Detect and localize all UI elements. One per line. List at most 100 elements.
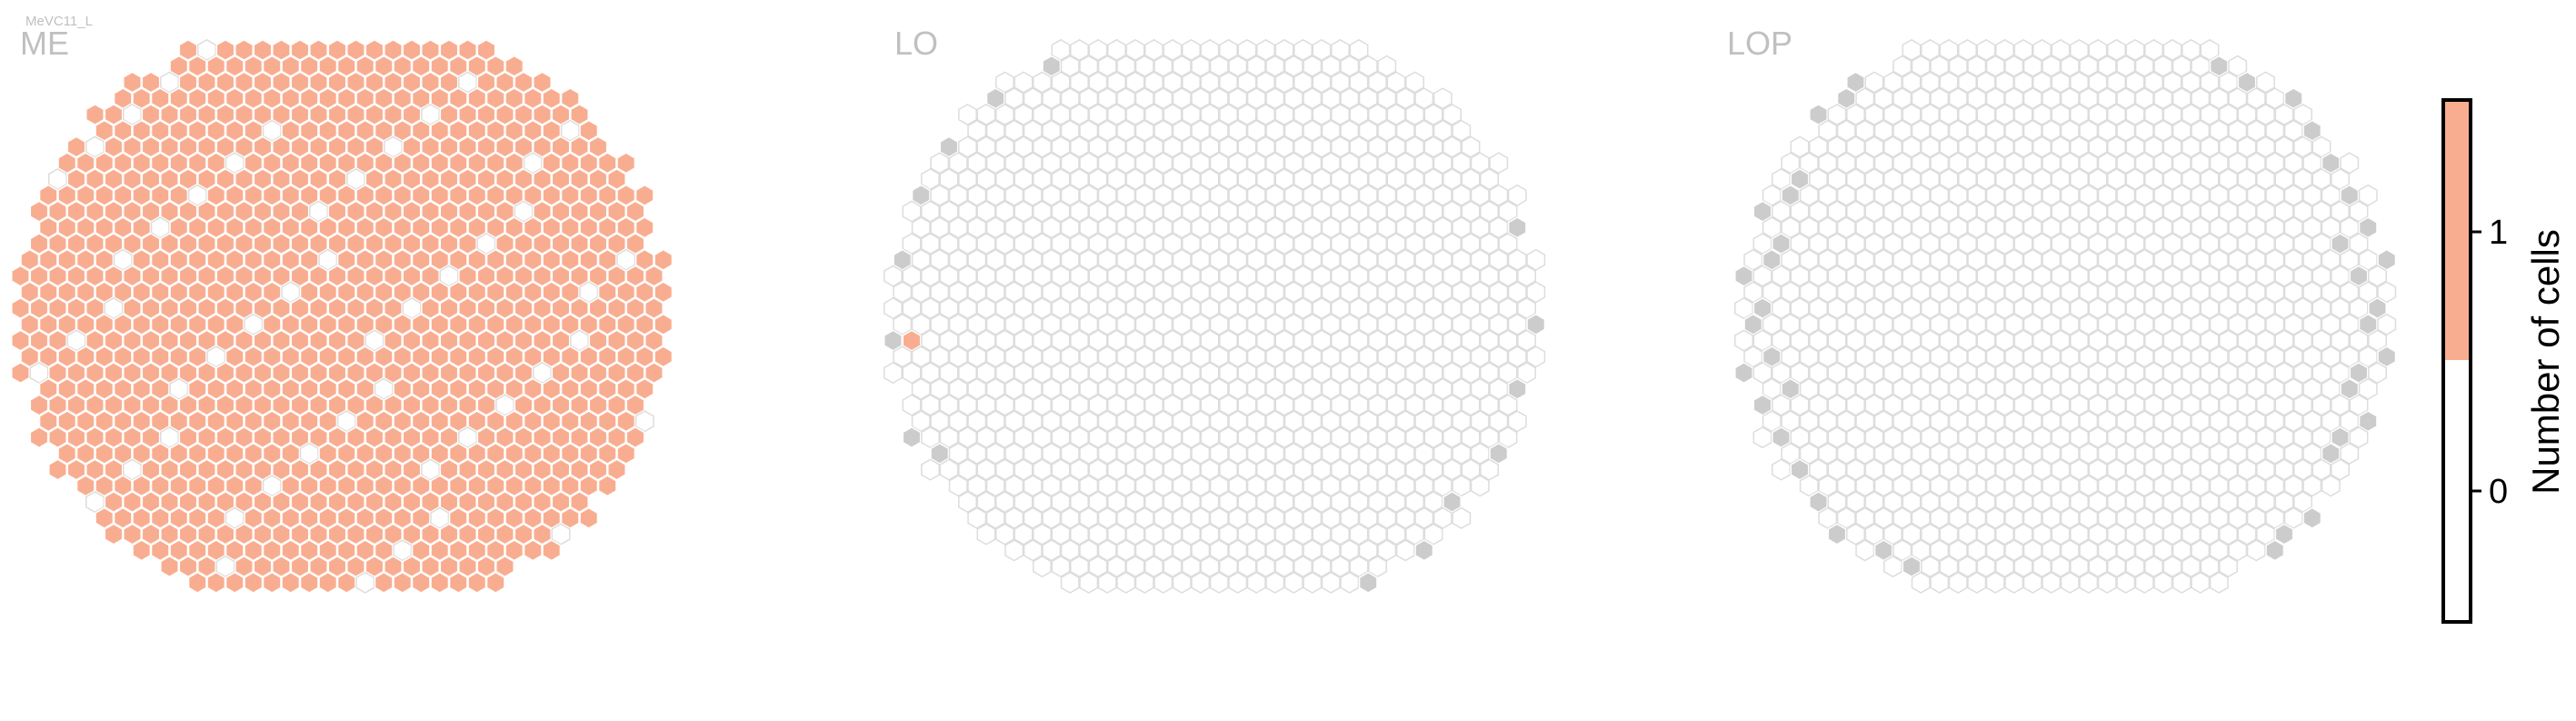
hex-cell (178, 523, 198, 546)
hex-cell (1368, 458, 1387, 481)
hex-cell (355, 248, 375, 271)
hex-cell (2153, 539, 2173, 562)
hex-cell (1228, 475, 1248, 497)
hex-cell (2191, 216, 2211, 239)
hex-cell (625, 394, 645, 416)
hex-cell (2246, 184, 2266, 206)
hex-cell (1781, 442, 1801, 465)
hex-cell (588, 394, 608, 416)
hex-cell (893, 313, 913, 335)
hex-cell (2153, 442, 2173, 465)
hex-cell (2209, 571, 2229, 594)
hex-cell (2153, 377, 2173, 400)
hex-cell (1939, 232, 1959, 255)
hex-cell (1911, 248, 1931, 271)
hex-cell (1107, 361, 1126, 385)
hex-cell (1958, 523, 1977, 546)
hex-cell (1902, 329, 1922, 352)
hex-cell (2209, 377, 2229, 400)
hex-cell (1321, 55, 1341, 77)
hex-cell (57, 152, 77, 175)
hex-cell (2070, 458, 2089, 481)
hex-cell (2097, 313, 2117, 335)
hex-cell (2340, 152, 2360, 175)
hex-cell (1864, 296, 1884, 320)
hex-cell (1864, 265, 1884, 287)
hex-cell (2209, 87, 2229, 110)
hex-cell (346, 38, 365, 62)
hex-cell (2042, 281, 2062, 304)
hex-cell (2200, 329, 2220, 352)
hex-cell (976, 394, 996, 416)
hex-cell (1386, 458, 1406, 481)
hex-cell (1265, 506, 1285, 529)
hex-cell (458, 71, 477, 94)
hex-cell (533, 361, 552, 385)
hex-cell (625, 200, 645, 223)
hex-cell (309, 200, 328, 223)
hex-cell (1079, 55, 1099, 77)
hex-cell (1004, 119, 1024, 142)
hex-cell (1883, 232, 1902, 255)
hex-cell (2013, 167, 2033, 191)
hex-cell (299, 216, 319, 239)
hex-cell (235, 167, 254, 191)
hex-cell (2228, 377, 2248, 400)
hex-cell (2302, 345, 2322, 368)
hex-cell (1967, 345, 1987, 368)
hex-cell (1144, 135, 1163, 158)
hex-cell (1321, 152, 1341, 175)
hex-cell (1911, 55, 1931, 77)
hex-cell (1772, 329, 1791, 352)
hex-cell (327, 361, 347, 385)
hex-cell (476, 426, 496, 449)
hex-cell (393, 313, 413, 335)
hex-cell (57, 410, 77, 433)
hex-cell (309, 135, 328, 158)
hex-cell (1386, 491, 1406, 514)
hex-cell (187, 571, 207, 594)
hex-cell (253, 394, 273, 416)
hex-cell (2097, 184, 2117, 206)
hex-cell (2153, 506, 2173, 529)
hex-cell (1846, 296, 1865, 320)
hex-cell (948, 184, 968, 206)
hex-cell (2013, 361, 2033, 385)
hex-cell (976, 200, 996, 223)
hex-cell (318, 281, 338, 304)
hex-cell (2246, 216, 2266, 239)
hex-cell (2182, 200, 2201, 223)
hex-cell (1948, 313, 1968, 335)
hex-cell (2107, 491, 2126, 514)
hex-cell (1079, 506, 1099, 529)
hex-cell (1349, 71, 1369, 94)
hex-cell (1762, 281, 1782, 304)
hex-cell (2331, 200, 2350, 223)
hex-cell (1070, 361, 1089, 385)
hex-cell (1079, 377, 1099, 400)
hex-cell (1358, 216, 1378, 239)
hex-cell (588, 426, 608, 449)
hex-cell (2265, 152, 2285, 175)
hex-cell (1331, 523, 1350, 546)
hex-cell (197, 296, 216, 320)
hex-cell (2228, 475, 2248, 497)
hex-cell (523, 442, 543, 465)
hex-cell (1368, 265, 1387, 287)
hex-cell (374, 87, 394, 110)
hex-cell (1470, 152, 1490, 175)
hex-cell (1433, 119, 1453, 142)
hex-cell (1433, 248, 1453, 271)
hex-cell (1377, 55, 1397, 77)
hex-cell (384, 394, 403, 416)
hex-cell (299, 119, 319, 142)
hex-cell (533, 135, 552, 158)
hex-cell (225, 571, 245, 594)
hex-cell (197, 491, 216, 514)
hex-cell (588, 135, 608, 158)
hex-cell (355, 377, 375, 400)
hex-cell (1134, 410, 1154, 433)
hex-cell (1958, 135, 1977, 158)
hex-cell (939, 135, 959, 158)
hex-cell (225, 152, 245, 175)
